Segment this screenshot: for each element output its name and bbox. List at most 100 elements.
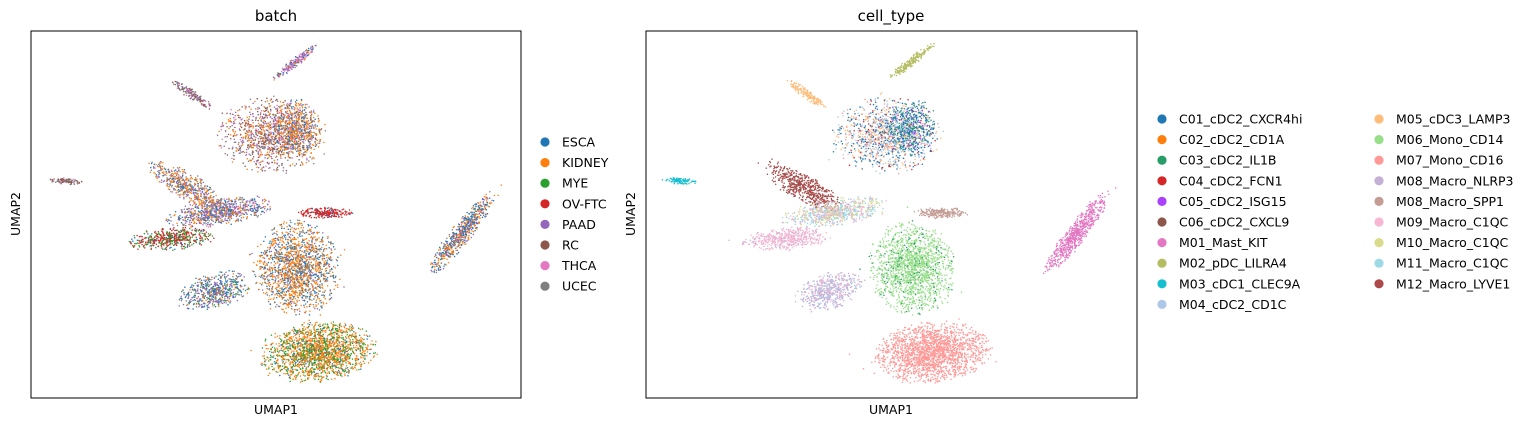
data-point: [244, 289, 247, 292]
data-point: [313, 124, 316, 127]
data-point: [297, 146, 299, 148]
data-point: [233, 206, 236, 208]
data-point: [229, 210, 232, 213]
data-point: [178, 168, 180, 170]
data-point: [179, 182, 182, 184]
data-point: [213, 207, 215, 210]
data-point: [247, 160, 250, 162]
data-point: [269, 121, 272, 123]
data-point: [207, 103, 210, 105]
data-point: [179, 196, 181, 198]
data-point: [272, 140, 275, 143]
data-point: [276, 122, 278, 124]
data-point: [230, 199, 232, 202]
data-point: [166, 184, 168, 187]
data-point: [310, 118, 313, 121]
data-point: [279, 155, 282, 157]
data-point: [181, 168, 184, 171]
data-point: [169, 183, 171, 185]
data-point: [278, 164, 280, 167]
data-point: [313, 306, 315, 308]
data-point: [230, 108, 232, 111]
data-point: [237, 275, 239, 278]
data-point: [144, 247, 146, 249]
data-point: [244, 165, 246, 168]
data-point: [288, 118, 291, 120]
data-point: [293, 136, 295, 139]
data-point: [189, 183, 191, 185]
data-point: [280, 157, 282, 159]
data-point: [217, 286, 220, 289]
data-point: [204, 280, 207, 283]
data-point: [299, 53, 301, 55]
data-point: [142, 240, 144, 243]
data-point: [169, 243, 171, 246]
data-point: [254, 211, 256, 214]
data-point: [296, 131, 299, 134]
data-point: [202, 239, 204, 242]
data-point: [259, 113, 262, 116]
data-point: [241, 201, 244, 203]
data-point: [263, 137, 265, 140]
data-point: [185, 187, 188, 190]
data-point: [268, 131, 270, 134]
data-point: [316, 308, 319, 310]
data-point: [191, 185, 193, 187]
data-point: [280, 113, 283, 115]
data-point: [195, 222, 198, 225]
data-point: [179, 238, 182, 241]
data-point: [284, 148, 286, 151]
data-point: [215, 289, 218, 291]
data-point: [212, 220, 215, 222]
data-point: [177, 239, 179, 241]
data-point: [239, 284, 242, 287]
data-point: [57, 180, 60, 183]
data-point: [292, 66, 294, 69]
data-point: [303, 134, 305, 137]
data-point: [273, 79, 275, 81]
data-point: [261, 167, 263, 169]
data-point: [260, 276, 262, 278]
data-point: [313, 131, 315, 134]
data-point: [161, 236, 163, 238]
data-point: [160, 162, 162, 164]
data-point: [76, 183, 79, 185]
data-point: [263, 148, 265, 150]
data-point: [222, 208, 224, 211]
data-point: [220, 128, 223, 131]
data-point: [190, 291, 192, 294]
data-point: [309, 138, 311, 140]
data-point: [185, 86, 187, 89]
data-point: [252, 202, 254, 204]
data-point: [270, 98, 273, 100]
data-point: [161, 165, 163, 167]
data-point: [265, 199, 267, 202]
data-point: [149, 245, 151, 247]
data-point: [68, 177, 70, 180]
data-point: [297, 102, 300, 105]
data-point: [295, 117, 298, 120]
data-point: [163, 171, 165, 173]
data-point: [308, 160, 310, 162]
data-point: [271, 152, 273, 154]
data-point: [242, 136, 245, 138]
data-point: [208, 103, 211, 105]
data-point: [198, 198, 200, 201]
data-point: [197, 214, 200, 216]
data-point: [257, 151, 259, 153]
data-point: [228, 127, 230, 130]
data-point: [257, 207, 260, 209]
data-point: [162, 175, 164, 177]
data-point: [189, 214, 191, 216]
data-point: [197, 210, 200, 212]
data-point: [236, 114, 239, 117]
data-point: [172, 83, 175, 85]
data-point: [202, 218, 204, 220]
data-point: [292, 127, 294, 130]
data-point: [275, 141, 278, 143]
data-point: [162, 172, 165, 175]
data-point: [266, 107, 268, 109]
data-point: [202, 293, 205, 296]
data-point: [311, 121, 313, 123]
data-point: [288, 236, 291, 238]
